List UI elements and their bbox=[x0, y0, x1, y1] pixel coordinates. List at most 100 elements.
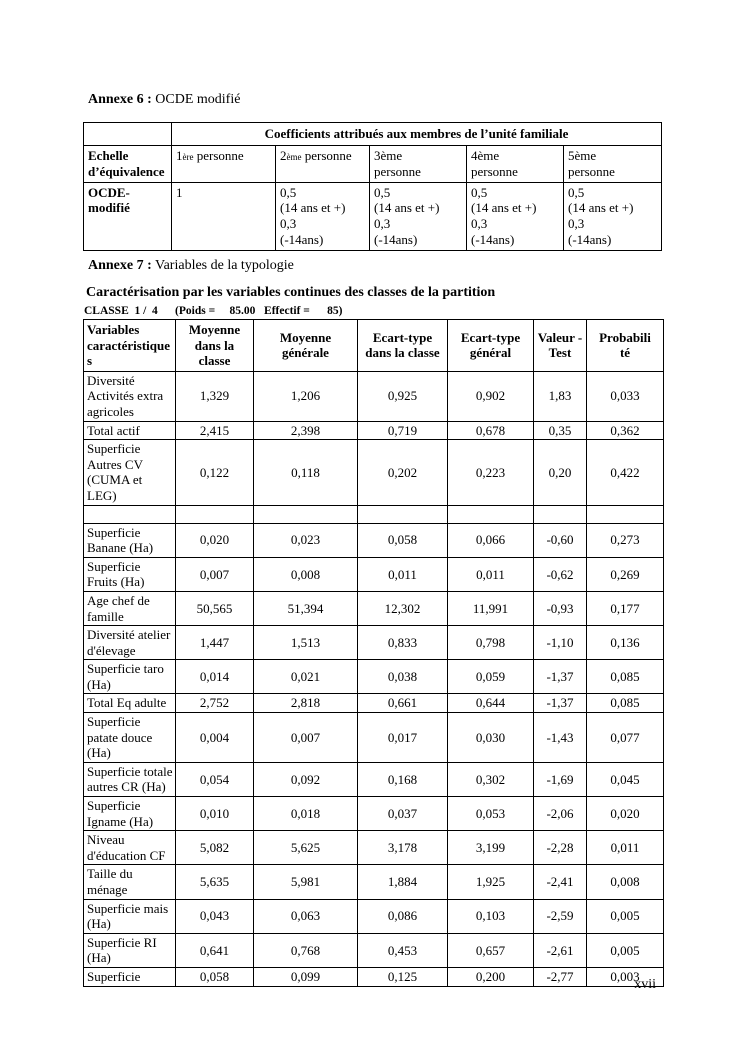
value-cell: 2,818 bbox=[253, 693, 358, 714]
value-cell: 0,005 bbox=[586, 932, 664, 968]
value-cell: 0,017 bbox=[357, 712, 448, 763]
variable-name-cell: Superficie bbox=[83, 966, 176, 987]
value-cell: -2,41 bbox=[533, 864, 587, 900]
typology-header-row: Variables caractéristiques Moyenne dans … bbox=[83, 319, 664, 372]
table-row: Superficie Igname (Ha) 0,010 0,018 0,037 0,0… bbox=[83, 796, 664, 832]
value-cell: 0,833 bbox=[357, 625, 448, 661]
value-cell: 1,329 bbox=[175, 370, 254, 422]
value-cell: 0,086 bbox=[357, 898, 448, 934]
ocde-modifie-label-cell: OCDE-modifié bbox=[83, 181, 172, 252]
value-cell: 0,661 bbox=[357, 693, 448, 714]
variable-name-cell: Taille du ménage bbox=[83, 864, 176, 900]
ocde-table-person-header-row: Echelle d’équivalence 1ère personne 2ème… bbox=[83, 144, 663, 183]
classe-info-line: CLASSE 1 / 4 (Poids = 85.00 Effectif = 8… bbox=[84, 305, 343, 317]
annexe7-heading-label: Annexe 7 : bbox=[88, 258, 152, 273]
annexe7-heading: Annexe 7 : Variables de la typologie bbox=[88, 258, 294, 274]
value-cell: -0,93 bbox=[533, 590, 587, 627]
value-cell: 0,033 bbox=[586, 370, 664, 422]
col-header-moyenne-generale: Moyenne générale bbox=[253, 319, 358, 372]
ocde-corner-cell bbox=[83, 122, 172, 146]
coefficient-cell: 0,5 (14 ans et +) 0,3 (-14ans) bbox=[275, 181, 370, 252]
person-3-rest: personne bbox=[374, 163, 421, 179]
variable-name-cell: Diversité atelier d'élevage bbox=[83, 625, 176, 661]
caracterisation-subtitle: Caractérisation par les variables contin… bbox=[86, 285, 496, 300]
value-cell bbox=[253, 504, 358, 524]
table-row: Taille du ménage 5,635 5,981 1,884 1,925 -2,4… bbox=[83, 864, 664, 900]
value-cell: 11,991 bbox=[447, 590, 534, 627]
value-cell: 0,020 bbox=[175, 522, 254, 558]
value-cell: 0,003 bbox=[586, 966, 664, 987]
value-cell: 0,066 bbox=[447, 522, 534, 558]
table-row: Superficie Fruits (Ha) 0,007 0,008 0,011 0,0… bbox=[83, 556, 664, 592]
value-cell bbox=[533, 504, 587, 524]
value-cell: 1,884 bbox=[357, 864, 448, 900]
value-cell: 0,902 bbox=[447, 370, 534, 422]
person-3-ord: ème bbox=[380, 147, 403, 163]
value-cell: 0,136 bbox=[586, 625, 664, 661]
coefficient-cell: 1 bbox=[171, 181, 276, 252]
variable-name-cell: Superficie taro (Ha) bbox=[83, 659, 176, 695]
person-1-rest: personne bbox=[193, 147, 244, 163]
annexe6-heading-text: OCDE modifié bbox=[151, 92, 241, 107]
value-cell: 1,83 bbox=[533, 370, 587, 422]
variable-name-cell: Superficie Fruits (Ha) bbox=[83, 556, 176, 592]
value-cell: -1,10 bbox=[533, 625, 587, 661]
value-cell: 0,007 bbox=[253, 712, 358, 763]
value-cell: 5,981 bbox=[253, 864, 358, 900]
value-cell: 0,099 bbox=[253, 966, 358, 987]
person-5-cell: 5ème personne bbox=[562, 144, 663, 183]
value-cell: 0,085 bbox=[586, 693, 664, 714]
variable-name-cell bbox=[83, 504, 176, 524]
value-cell: 3,199 bbox=[447, 830, 534, 866]
variable-name-cell: Superficie totale autres CR (Ha) bbox=[83, 761, 176, 798]
value-cell: 0,092 bbox=[253, 761, 358, 798]
value-cell: 0,063 bbox=[253, 898, 358, 934]
value-cell: 0,014 bbox=[175, 659, 254, 695]
value-cell: 0,004 bbox=[175, 712, 254, 763]
variable-name-cell: Superficie Autres CV (CUMA et LEG) bbox=[83, 439, 176, 506]
variable-name-cell: Superficie Igname (Ha) bbox=[83, 796, 176, 832]
value-cell: 2,752 bbox=[175, 693, 254, 714]
value-cell: 0,202 bbox=[357, 439, 448, 506]
value-cell bbox=[586, 504, 664, 524]
value-cell: 0,422 bbox=[586, 439, 664, 506]
person-2-ord: ème bbox=[286, 151, 302, 162]
person-3-num: 3 bbox=[374, 147, 381, 163]
person-5-rest: personne bbox=[568, 163, 615, 179]
annexe6-heading: Annexe 6 : OCDE modifié bbox=[88, 92, 240, 108]
value-cell: 0,35 bbox=[533, 420, 587, 441]
value-cell: 0,925 bbox=[357, 370, 448, 422]
value-cell: 0,045 bbox=[586, 761, 664, 798]
typology-table-body: Diversité Activités extra agricoles 1,329… bbox=[83, 370, 664, 987]
value-cell: 0,657 bbox=[447, 932, 534, 968]
value-cell bbox=[447, 504, 534, 524]
value-cell: 12,302 bbox=[357, 590, 448, 627]
person-2-rest: personne bbox=[301, 147, 352, 163]
table-row: Niveau d'éducation CF 5,082 5,625 3,178 3,19… bbox=[83, 830, 664, 866]
typology-table: Variables caractéristiques Moyenne dans … bbox=[83, 319, 664, 987]
ocde-span-header: Coefficients attribués aux membres de l’… bbox=[170, 122, 663, 146]
variable-name-cell: Superficie Banane (Ha) bbox=[83, 522, 176, 558]
col-header-probabilite: Probabilité bbox=[586, 319, 664, 372]
table-row: Diversité atelier d'élevage 1,447 1,513 0,8… bbox=[83, 625, 664, 661]
value-cell: 5,635 bbox=[175, 864, 254, 900]
value-cell: 0,103 bbox=[447, 898, 534, 934]
value-cell: 0,362 bbox=[586, 420, 664, 441]
person-4-cell: 4ème personne bbox=[466, 144, 564, 183]
value-cell: 0,018 bbox=[253, 796, 358, 832]
coefficient-cell: 0,5 (14 ans et +) 0,3 (-14ans) bbox=[466, 181, 564, 252]
table-row: Superficie mais (Ha) 0,043 0,063 0,086 0,103… bbox=[83, 898, 664, 934]
value-cell: 0,125 bbox=[357, 966, 448, 987]
table-row: Superficie Autres CV (CUMA et LEG) 0,122 0… bbox=[83, 439, 664, 506]
variable-name-cell: Diversité Activités extra agricoles bbox=[83, 370, 176, 422]
variable-name-cell: Total Eq adulte bbox=[83, 693, 176, 714]
person-4-rest: personne bbox=[471, 163, 518, 179]
person-5-ord: ème bbox=[574, 147, 597, 163]
value-cell: -2,59 bbox=[533, 898, 587, 934]
col-header-ecart-type-general: Ecart-type général bbox=[447, 319, 534, 372]
value-cell: 0,011 bbox=[586, 830, 664, 866]
col-header-valeur-test: Valeur -Test bbox=[533, 319, 587, 372]
value-cell: 0,058 bbox=[175, 966, 254, 987]
value-cell: 1,206 bbox=[253, 370, 358, 422]
value-cell: 0,053 bbox=[447, 796, 534, 832]
